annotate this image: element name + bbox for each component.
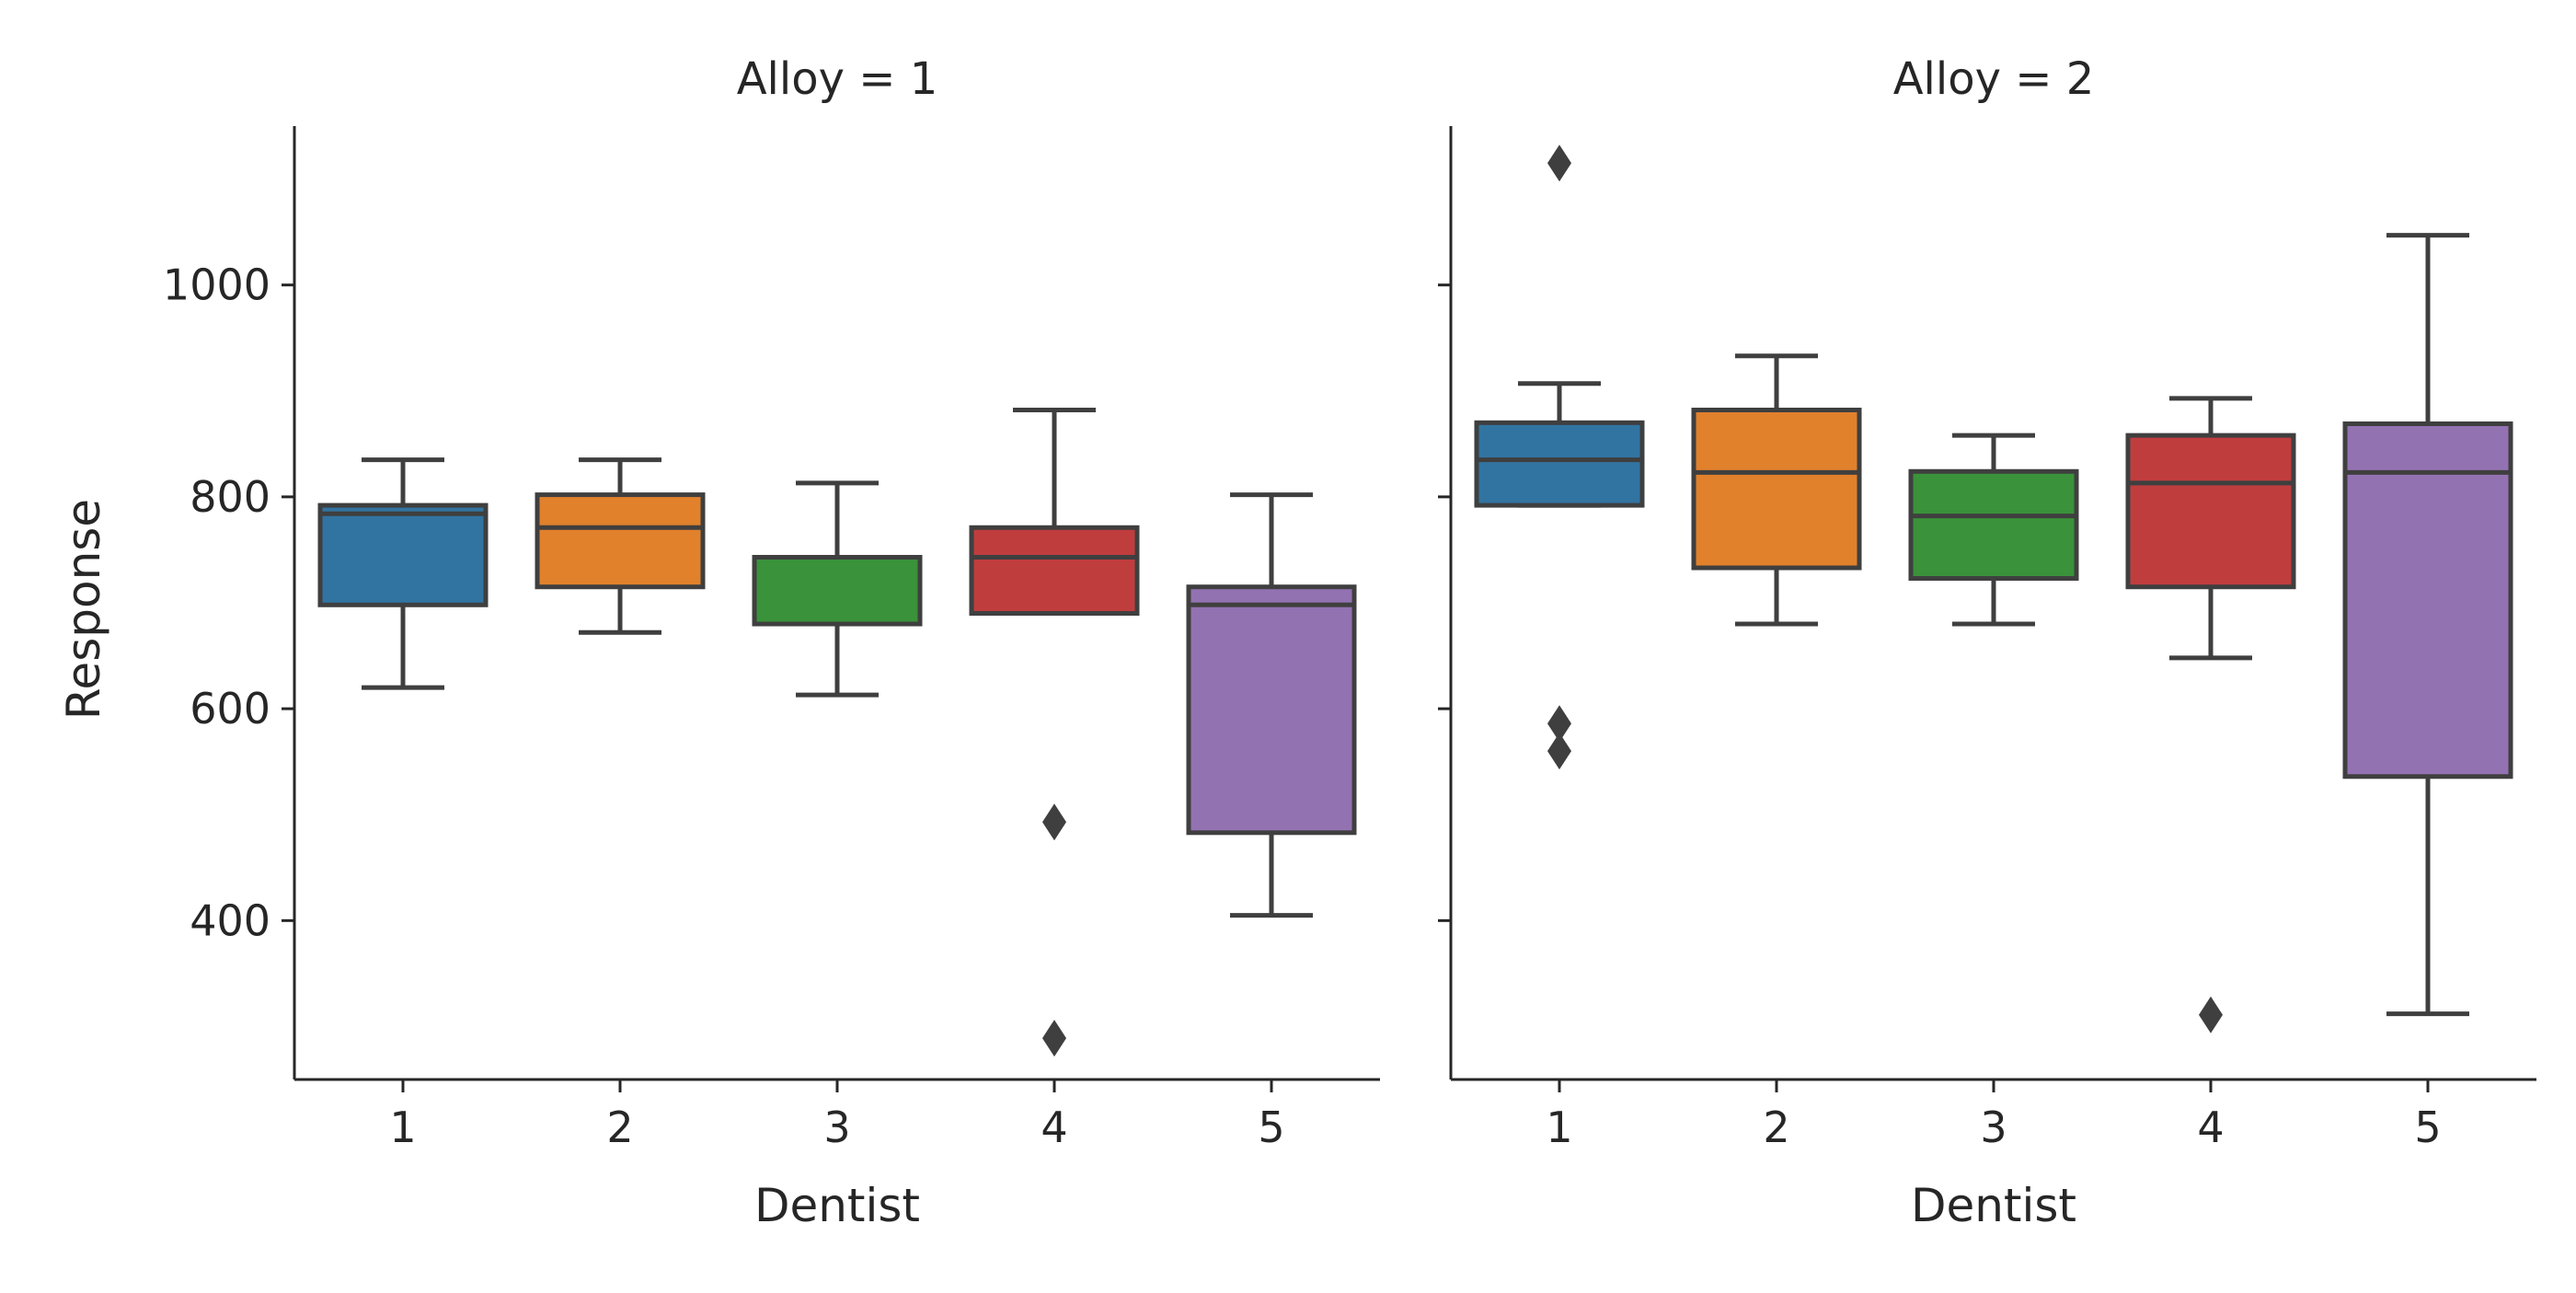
- facet-title: Alloy = 1: [737, 53, 938, 105]
- x-tick-label: 5: [1258, 1103, 1284, 1152]
- iqr-box: [1691, 407, 1862, 571]
- iqr-box: [317, 502, 489, 607]
- outlier-point: [1547, 705, 1571, 743]
- facet-panel-1: Alloy = 1 400 600 800 1000 1 2 3 4 5 Dentist: [163, 53, 1380, 1232]
- iqr-box: [1908, 468, 2079, 582]
- x-tick-label: 5: [2414, 1103, 2441, 1152]
- outlier-point: [1042, 1020, 1066, 1057]
- box-dentist-2: [535, 457, 706, 635]
- box-dentist-4: [969, 407, 1140, 1057]
- iqr-box: [2125, 433, 2296, 590]
- box-dentist-5: [1186, 492, 1357, 918]
- y-tick-label: 600: [190, 684, 270, 733]
- box-dentist-1: [1474, 144, 1645, 770]
- outlier-point: [1547, 144, 1571, 182]
- x-tick-label: 2: [1763, 1103, 1789, 1152]
- outlier-point: [2199, 996, 2223, 1033]
- box-dentist-3: [1908, 433, 2079, 627]
- x-tick-label: 3: [1980, 1103, 2007, 1152]
- iqr-box: [535, 492, 706, 590]
- x-tick-label: 1: [389, 1103, 416, 1152]
- x-axis-label: Dentist: [754, 1179, 920, 1232]
- box-dentist-5: [2342, 233, 2513, 1017]
- box-dentist-1: [317, 457, 489, 690]
- y-tick-label: 1000: [163, 260, 270, 310]
- facet-panel-2: Alloy = 2 1 2 3 4 5 Dentist: [1438, 53, 2536, 1232]
- x-tick-label: 1: [1546, 1103, 1572, 1152]
- iqr-box: [752, 555, 923, 627]
- iqr-box: [969, 525, 1140, 617]
- box-dentist-3: [752, 480, 923, 698]
- iqr-box: [2342, 421, 2513, 779]
- y-tick-label: 400: [190, 895, 270, 945]
- outlier-point: [1042, 803, 1066, 841]
- y-axis-label: Response: [57, 499, 110, 720]
- x-tick-label: 2: [606, 1103, 633, 1152]
- iqr-box: [1186, 584, 1357, 836]
- x-axis-label: Dentist: [1911, 1179, 2076, 1232]
- outlier-point: [1547, 733, 1571, 770]
- y-tick-label: 800: [190, 472, 270, 522]
- iqr-box: [1474, 420, 1645, 508]
- x-tick-label: 4: [2197, 1103, 2224, 1152]
- facet-title: Alloy = 2: [1893, 53, 2095, 105]
- x-tick-label: 4: [1041, 1103, 1067, 1152]
- box-dentist-2: [1691, 353, 1862, 627]
- x-tick-label: 3: [823, 1103, 850, 1152]
- box-dentist-4: [2125, 396, 2296, 1033]
